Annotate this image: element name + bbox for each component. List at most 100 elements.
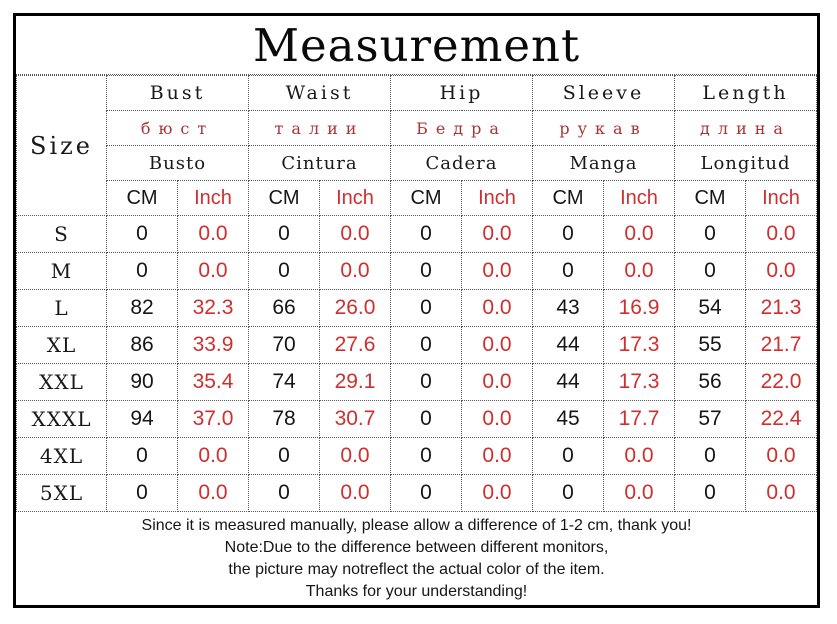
table-row: S 0 0.0 0 0.0 0 0.0 0 0.0 0 0.0 (16, 215, 817, 253)
inch-value: 26.0 (319, 289, 391, 327)
inch-value: 21.3 (745, 289, 817, 327)
cm-value: 0 (532, 437, 604, 475)
table-header: Size Bust Waist Hip Sleeve Length бюст т… (16, 75, 817, 216)
cm-value: 0 (390, 289, 462, 327)
column-header-en-hip: Hip (390, 75, 533, 111)
note-line: the picture may notreflect the actual co… (228, 560, 605, 578)
column-header-es-hip: Cadera (390, 145, 533, 181)
inch-value: 0.0 (177, 474, 249, 512)
disclaimer-notes: Since it is measured manually, please al… (16, 512, 817, 605)
inch-value: 21.7 (745, 326, 817, 364)
chart-frame: Measurement Size Bust Waist Hip Sleeve L… (13, 13, 820, 608)
inch-value: 30.7 (319, 400, 391, 438)
unit-header-cm: CM (674, 180, 746, 216)
column-header-es-bust: Busto (106, 145, 249, 181)
inch-value: 0.0 (177, 252, 249, 290)
cm-value: 0 (248, 474, 320, 512)
column-header-en-length: Length (674, 75, 817, 111)
inch-value: 0.0 (745, 252, 817, 290)
cm-value: 0 (248, 215, 320, 253)
column-header-ru-sleeve: рукав (532, 110, 675, 146)
cm-value: 0 (390, 326, 462, 364)
cm-value: 0 (106, 215, 178, 253)
size-cell: 4XL (16, 437, 107, 475)
cm-value: 0 (248, 252, 320, 290)
table-body: S 0 0.0 0 0.0 0 0.0 0 0.0 0 0.0 M 0 0.0 0 0.0 0 0.0 0 0.0 0 0… (16, 215, 817, 512)
table-row: XXXL 94 37.0 78 30.7 0 0.0 45 17.7 57 22.4 (16, 400, 817, 438)
header-row-spanish: Busto Cintura Cadera Manga Longitud (17, 145, 817, 181)
table-row: 4XL 0 0.0 0 0.0 0 0.0 0 0.0 0 0.0 (16, 437, 817, 475)
inch-value: 35.4 (177, 363, 249, 401)
cm-value: 0 (390, 363, 462, 401)
size-cell: 5XL (16, 474, 107, 512)
header-row-english: Size Bust Waist Hip Sleeve Length (16, 75, 817, 216)
table-row: M 0 0.0 0 0.0 0 0.0 0 0.0 0 0.0 (16, 252, 817, 290)
cm-value: 0 (532, 215, 604, 253)
inch-value: 0.0 (461, 289, 533, 327)
cm-value: 44 (532, 363, 604, 401)
inch-value: 0.0 (745, 474, 817, 512)
table-row: L 82 32.3 66 26.0 0 0.0 43 16.9 54 21.3 (16, 289, 817, 327)
cm-value: 0 (390, 474, 462, 512)
header-row-russian: бюст талии Бедра рукав длина (17, 110, 817, 146)
table-row: XXL 90 35.4 74 29.1 0 0.0 44 17.3 56 22.0 (16, 363, 817, 401)
cm-value: 43 (532, 289, 604, 327)
inch-value: 0.0 (461, 363, 533, 401)
column-header-es-length: Longitud (674, 145, 817, 181)
cm-value: 78 (248, 400, 320, 438)
unit-header-cm: CM (106, 180, 178, 216)
cm-value: 56 (674, 363, 746, 401)
column-header-en-sleeve: Sleeve (532, 75, 675, 111)
inch-value: 0.0 (461, 437, 533, 475)
inch-value: 17.3 (603, 363, 675, 401)
measurement-table: Size Bust Waist Hip Sleeve Length бюст т… (16, 75, 817, 512)
cm-value: 44 (532, 326, 604, 364)
cm-value: 82 (106, 289, 178, 327)
column-header-en-waist: Waist (248, 75, 391, 111)
cm-value: 0 (390, 215, 462, 253)
unit-header-cm: CM (532, 180, 604, 216)
inch-value: 0.0 (177, 215, 249, 253)
header-row-units: CM Inch CM Inch CM Inch CM Inch CM Inch (17, 180, 817, 216)
inch-value: 0.0 (603, 252, 675, 290)
cm-value: 57 (674, 400, 746, 438)
cm-value: 94 (106, 400, 178, 438)
inch-value: 0.0 (319, 474, 391, 512)
inch-value: 0.0 (319, 252, 391, 290)
inch-value: 0.0 (745, 437, 817, 475)
cm-value: 0 (674, 252, 746, 290)
inch-value: 0.0 (745, 215, 817, 253)
inch-value: 0.0 (319, 215, 391, 253)
cm-value: 0 (106, 474, 178, 512)
column-header-es-waist: Cintura (248, 145, 391, 181)
cm-value: 54 (674, 289, 746, 327)
inch-value: 37.0 (177, 400, 249, 438)
inch-value: 0.0 (461, 474, 533, 512)
unit-header-inch: Inch (177, 180, 249, 216)
size-cell: XXL (16, 363, 107, 401)
inch-value: 0.0 (461, 400, 533, 438)
unit-header-inch: Inch (745, 180, 817, 216)
cm-value: 0 (106, 252, 178, 290)
inch-value: 0.0 (461, 326, 533, 364)
cm-value: 45 (532, 400, 604, 438)
cm-value: 0 (532, 474, 604, 512)
cm-value: 0 (674, 474, 746, 512)
inch-value: 0.0 (461, 215, 533, 253)
inch-value: 32.3 (177, 289, 249, 327)
cm-value: 55 (674, 326, 746, 364)
column-header-ru-waist: талии (248, 110, 391, 146)
size-cell: XL (16, 326, 107, 364)
inch-value: 17.3 (603, 326, 675, 364)
size-column-header: Size (16, 75, 107, 216)
inch-value: 27.6 (319, 326, 391, 364)
inch-value: 29.1 (319, 363, 391, 401)
inch-value: 33.9 (177, 326, 249, 364)
cm-value: 0 (248, 437, 320, 475)
size-cell: S (16, 215, 107, 253)
size-cell: L (16, 289, 107, 327)
column-header-ru-bust: бюст (106, 110, 249, 146)
cm-value: 66 (248, 289, 320, 327)
cm-value: 0 (390, 252, 462, 290)
